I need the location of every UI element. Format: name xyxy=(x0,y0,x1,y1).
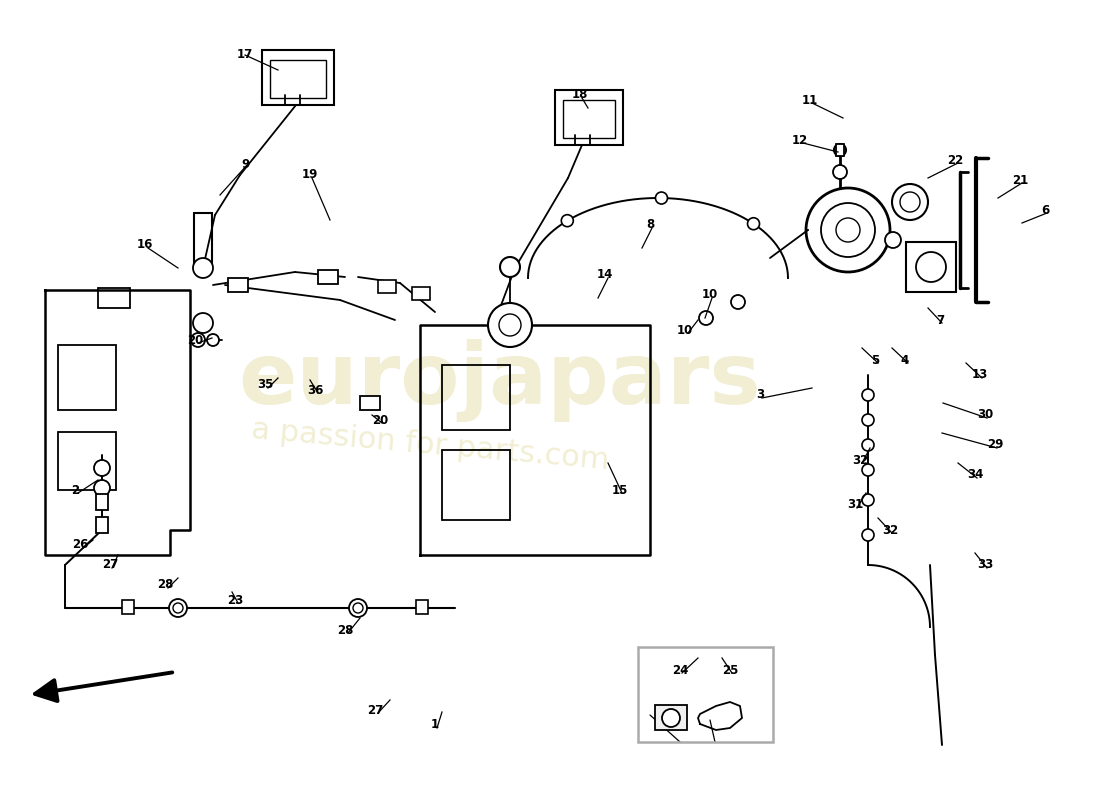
Text: 14: 14 xyxy=(597,269,613,282)
Bar xyxy=(98,288,130,308)
Text: 19: 19 xyxy=(301,169,318,182)
Text: eurojapars: eurojapars xyxy=(239,338,761,422)
Circle shape xyxy=(656,192,668,204)
Bar xyxy=(122,600,134,614)
Circle shape xyxy=(488,303,532,347)
Text: 1: 1 xyxy=(431,718,439,731)
Text: 27: 27 xyxy=(102,558,118,571)
Bar xyxy=(442,365,510,430)
Circle shape xyxy=(207,334,219,346)
Text: 28: 28 xyxy=(157,578,173,591)
Bar xyxy=(378,280,396,293)
Bar xyxy=(906,242,956,292)
Circle shape xyxy=(500,257,520,277)
Circle shape xyxy=(834,144,846,156)
Circle shape xyxy=(698,311,713,325)
Text: 3: 3 xyxy=(756,389,764,402)
Text: 5: 5 xyxy=(871,354,879,366)
Circle shape xyxy=(886,232,901,248)
Text: 7: 7 xyxy=(936,314,944,326)
Bar xyxy=(96,494,108,510)
Circle shape xyxy=(191,333,205,347)
Circle shape xyxy=(748,218,759,230)
Text: 26: 26 xyxy=(72,538,88,551)
Text: 23: 23 xyxy=(227,594,243,606)
Circle shape xyxy=(862,529,874,541)
Circle shape xyxy=(732,295,745,309)
Bar xyxy=(836,144,844,156)
Circle shape xyxy=(892,184,928,220)
Bar xyxy=(96,517,108,533)
Bar xyxy=(270,60,326,98)
Text: 12: 12 xyxy=(792,134,808,146)
Bar xyxy=(228,278,248,292)
Text: 34: 34 xyxy=(967,469,983,482)
Bar xyxy=(58,345,116,410)
Text: 8: 8 xyxy=(646,218,654,231)
Text: 32: 32 xyxy=(882,523,898,537)
Text: 31: 31 xyxy=(847,498,864,511)
Text: 20: 20 xyxy=(372,414,388,426)
Text: 33: 33 xyxy=(977,558,993,571)
Text: 30: 30 xyxy=(977,409,993,422)
Text: 35: 35 xyxy=(256,378,273,391)
Text: 10: 10 xyxy=(676,323,693,337)
Circle shape xyxy=(862,464,874,476)
Text: 17: 17 xyxy=(236,49,253,62)
Text: 13: 13 xyxy=(972,369,988,382)
Text: 9: 9 xyxy=(241,158,249,171)
Text: 11: 11 xyxy=(802,94,818,106)
Circle shape xyxy=(833,165,847,179)
Circle shape xyxy=(192,258,213,278)
Text: a passion for parts.com: a passion for parts.com xyxy=(250,415,611,475)
Text: 29: 29 xyxy=(987,438,1003,451)
Bar xyxy=(442,450,510,520)
Bar xyxy=(416,600,428,614)
Circle shape xyxy=(862,439,874,451)
Text: 16: 16 xyxy=(136,238,153,251)
Circle shape xyxy=(94,480,110,496)
Bar xyxy=(638,647,773,742)
Text: 4: 4 xyxy=(901,354,909,366)
Text: 32: 32 xyxy=(851,454,868,466)
Bar xyxy=(654,705,688,730)
Bar xyxy=(563,100,615,138)
Text: 28: 28 xyxy=(337,623,353,637)
Circle shape xyxy=(169,599,187,617)
Circle shape xyxy=(862,389,874,401)
Text: 20: 20 xyxy=(187,334,204,346)
Bar xyxy=(194,213,212,268)
Text: 18: 18 xyxy=(572,89,588,102)
Text: 24: 24 xyxy=(672,663,689,677)
Text: 27: 27 xyxy=(367,703,383,717)
Text: 22: 22 xyxy=(947,154,964,166)
Bar xyxy=(412,287,430,300)
Text: 25: 25 xyxy=(722,663,738,677)
Circle shape xyxy=(192,313,213,333)
Text: 21: 21 xyxy=(1012,174,1028,186)
Bar xyxy=(318,270,338,284)
Text: 36: 36 xyxy=(307,383,323,397)
Bar xyxy=(360,396,379,410)
Circle shape xyxy=(94,460,110,476)
Text: 6: 6 xyxy=(1041,203,1049,217)
Bar xyxy=(556,90,623,145)
Bar xyxy=(58,432,116,490)
Circle shape xyxy=(662,709,680,727)
Bar xyxy=(262,50,334,105)
Text: 2: 2 xyxy=(70,483,79,497)
Circle shape xyxy=(349,599,367,617)
Text: 15: 15 xyxy=(612,483,628,497)
Circle shape xyxy=(862,414,874,426)
Circle shape xyxy=(862,494,874,506)
Circle shape xyxy=(561,214,573,226)
Text: 10: 10 xyxy=(702,289,718,302)
